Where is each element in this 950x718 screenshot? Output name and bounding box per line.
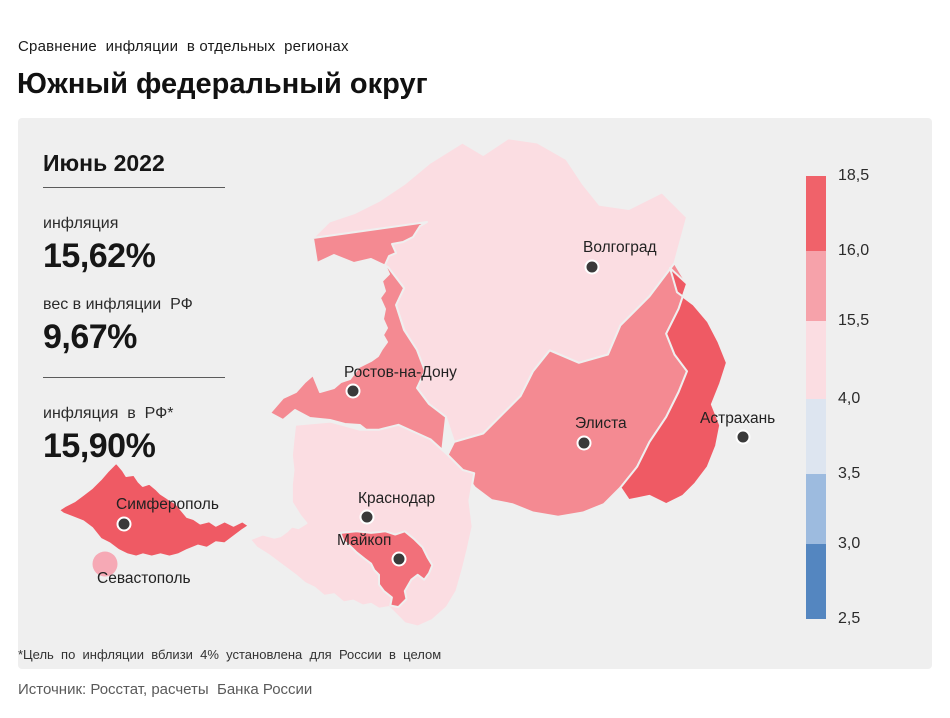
svg-text:Ростов-на-Дону: Ростов-на-Дону: [344, 364, 457, 381]
svg-text:Симферополь: Симферополь: [116, 496, 219, 513]
svg-text:Элиста: Элиста: [575, 415, 627, 432]
svg-text:Краснодар: Краснодар: [358, 490, 435, 507]
svg-text:Майкоп: Майкоп: [337, 532, 391, 549]
svg-text:Севастополь: Севастополь: [97, 570, 191, 587]
svg-text:Астрахань: Астрахань: [700, 410, 775, 427]
svg-text:Волгоград: Волгоград: [583, 239, 657, 256]
